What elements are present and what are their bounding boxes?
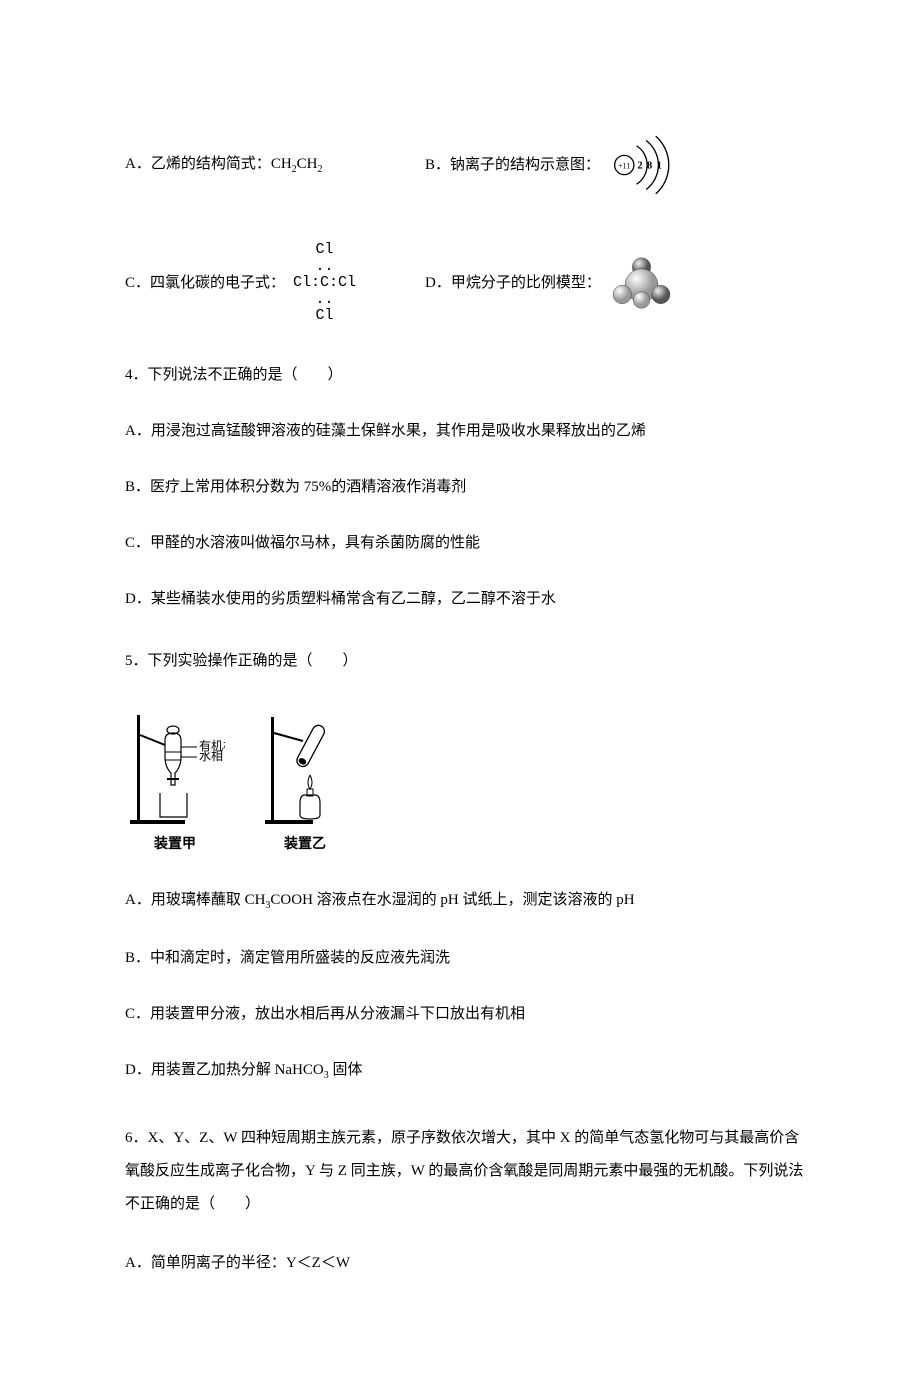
q5-a-suffix: COOH 溶液点在水湿润的 pH 试纸上，测定该溶液的 pH	[270, 892, 634, 908]
ccl4-r4: Cl	[293, 308, 356, 325]
apparatus-figures: 有机相 水相 装置甲 装置乙	[125, 705, 805, 853]
q3-d-label: D．甲烷分子的比例模型：	[425, 271, 601, 295]
question-4: 4．下列说法不正确的是（ ） A．用浸泡过高锰酸钾溶液的硅藻土保鲜水果，其作用是…	[125, 363, 805, 611]
ccl4-r0: Cl	[293, 242, 356, 259]
svg-text:8: 8	[647, 161, 652, 172]
apparatus-2: 装置乙	[255, 705, 355, 853]
q4-option-b: B．医疗上常用体积分数为 75%的酒精溶液作消毒剂	[125, 475, 805, 499]
q3-option-c: C．四氯化碳的电子式： Cl .. Cl:C:Cl .. Cl	[125, 242, 425, 325]
q5-option-b: B．中和滴定时，滴定管用所盛装的反应液先润洗	[125, 946, 805, 970]
q3-row-cd: C．四氯化碳的电子式： Cl .. Cl:C:Cl .. Cl D．甲烷分子的比…	[125, 242, 805, 325]
q3-option-a: A．乙烯的结构简式：CH2CH2	[125, 152, 425, 178]
q3-row-ab: A．乙烯的结构简式：CH2CH2 B．钠离子的结构示意图： +11 2 8 1	[125, 130, 805, 200]
q5-stem: 5．下列实验操作正确的是（ ）	[125, 649, 805, 673]
q3-a-mid: CH	[297, 156, 318, 172]
q3-a-text: A．乙烯的结构简式：CH2CH2	[125, 156, 323, 172]
methane-model-icon	[609, 256, 674, 311]
q5-a-prefix: A．用玻璃棒蘸取 CH	[125, 892, 265, 908]
q5-option-c: C．用装置甲分液，放出水相后再从分液漏斗下口放出有机相	[125, 1002, 805, 1026]
q4-option-d: D．某些桶装水使用的劣质塑料桶常含有乙二醇，乙二醇不溶于水	[125, 587, 805, 611]
question-3-options: A．乙烯的结构简式：CH2CH2 B．钠离子的结构示意图： +11 2 8 1 …	[125, 130, 805, 325]
question-6: 6．X、Y、Z、W 四种短周期主族元素，原子序数依次增大，其中 X 的简单气态氢…	[125, 1122, 805, 1275]
q3-b-label: B．钠离子的结构示意图：	[425, 153, 600, 177]
separating-funnel-icon: 有机相 水相	[125, 705, 225, 830]
q3-option-b: B．钠离子的结构示意图： +11 2 8 1	[425, 130, 805, 200]
q6-stem: 6．X、Y、Z、W 四种短周期主族元素，原子序数依次增大，其中 X 的简单气态氢…	[125, 1122, 805, 1221]
svg-text:+11: +11	[618, 162, 630, 171]
sodium-ion-diagram: +11 2 8 1	[605, 130, 675, 200]
q3-a-sub2: 2	[318, 164, 323, 175]
q4-option-a: A．用浸泡过高锰酸钾溶液的硅藻土保鲜水果，其作用是吸收水果释放出的乙烯	[125, 419, 805, 443]
svg-text:2: 2	[637, 161, 642, 172]
svg-text:水相: 水相	[199, 749, 223, 763]
q5-d-suffix: 固体	[329, 1062, 363, 1078]
ccl4-r2: Cl:C:Cl	[293, 275, 356, 292]
q6-option-a: A．简单阴离子的半径：Y＜Z＜W	[125, 1251, 805, 1275]
q5-option-a: A．用玻璃棒蘸取 CH3COOH 溶液点在水湿润的 pH 试纸上，测定该溶液的 …	[125, 888, 805, 914]
ccl4-r3: ..	[293, 292, 356, 309]
q4-option-c: C．甲醛的水溶液叫做福尔马林，具有杀菌防腐的性能	[125, 531, 805, 555]
q3-a-prefix: A．乙烯的结构简式：CH	[125, 156, 292, 172]
apparatus-1: 有机相 水相 装置甲	[125, 705, 225, 853]
question-5: 5．下列实验操作正确的是（ ） 有机相	[125, 649, 805, 1084]
q5-option-d: D．用装置乙加热分解 NaHCO3 固体	[125, 1058, 805, 1084]
apparatus-1-label: 装置甲	[154, 833, 196, 853]
apparatus-2-label: 装置乙	[284, 833, 326, 853]
ccl4-electron-formula: Cl .. Cl:C:Cl .. Cl	[293, 242, 356, 325]
q5-d-prefix: D．用装置乙加热分解 NaHCO	[125, 1062, 324, 1078]
heating-test-tube-icon	[255, 705, 355, 830]
ccl4-r1: ..	[293, 259, 356, 276]
q3-c-label: C．四氯化碳的电子式：	[125, 271, 285, 295]
q3-option-d: D．甲烷分子的比例模型：	[425, 256, 805, 311]
svg-text:1: 1	[657, 161, 662, 172]
q4-stem: 4．下列说法不正确的是（ ）	[125, 363, 805, 387]
